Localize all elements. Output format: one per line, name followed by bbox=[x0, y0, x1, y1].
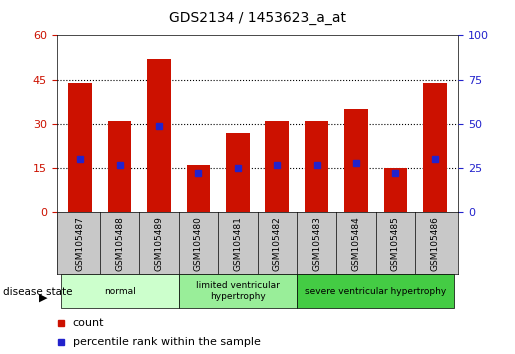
Bar bbox=[179, 274, 297, 308]
Bar bbox=[344, 109, 368, 212]
Text: GSM105480: GSM105480 bbox=[194, 216, 203, 271]
Text: GSM105484: GSM105484 bbox=[351, 216, 360, 271]
Text: GSM105489: GSM105489 bbox=[154, 216, 164, 271]
Text: GSM105488: GSM105488 bbox=[115, 216, 124, 271]
Bar bbox=[305, 121, 329, 212]
Bar bbox=[423, 82, 447, 212]
Text: GSM105481: GSM105481 bbox=[233, 216, 243, 271]
Text: GDS2134 / 1453623_a_at: GDS2134 / 1453623_a_at bbox=[169, 11, 346, 25]
Text: limited ventricular
hypertrophy: limited ventricular hypertrophy bbox=[196, 281, 280, 301]
Bar bbox=[186, 165, 210, 212]
Bar bbox=[384, 168, 407, 212]
Text: GSM105482: GSM105482 bbox=[272, 216, 282, 271]
Text: percentile rank within the sample: percentile rank within the sample bbox=[73, 337, 261, 347]
Bar bbox=[265, 121, 289, 212]
Bar bbox=[297, 274, 454, 308]
Text: normal: normal bbox=[104, 287, 135, 296]
Text: GSM105483: GSM105483 bbox=[312, 216, 321, 271]
Text: count: count bbox=[73, 318, 104, 329]
Bar bbox=[68, 82, 92, 212]
Bar bbox=[108, 121, 131, 212]
Text: severe ventricular hypertrophy: severe ventricular hypertrophy bbox=[305, 287, 447, 296]
Text: GSM105485: GSM105485 bbox=[391, 216, 400, 271]
Bar bbox=[226, 133, 250, 212]
Text: ▶: ▶ bbox=[39, 293, 47, 303]
Bar bbox=[61, 274, 179, 308]
Bar bbox=[147, 59, 171, 212]
Text: GSM105486: GSM105486 bbox=[430, 216, 439, 271]
Text: GSM105487: GSM105487 bbox=[76, 216, 85, 271]
Text: disease state: disease state bbox=[3, 287, 72, 297]
